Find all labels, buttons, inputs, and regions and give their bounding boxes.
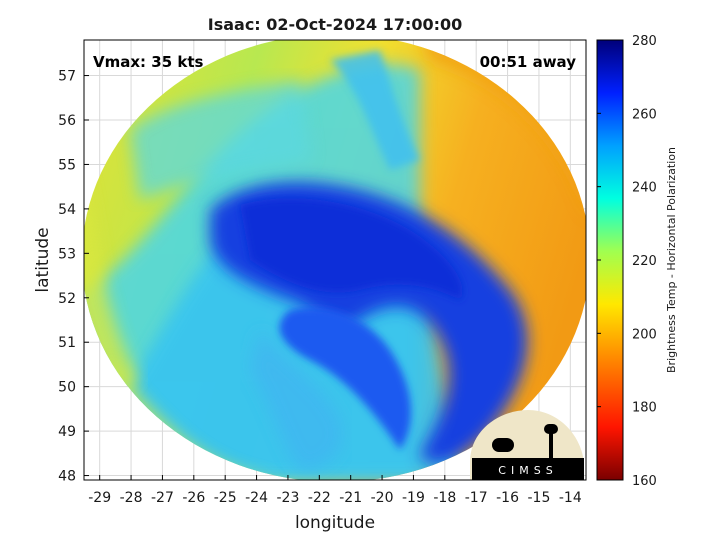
x-tick-label: -29 — [88, 490, 111, 506]
y-axis: 48 49 50 51 52 53 54 55 56 57 — [58, 69, 89, 485]
colorbar-tick-label: 240 — [632, 181, 657, 196]
y-tick-label: 52 — [58, 291, 76, 307]
y-tick-label: 55 — [58, 157, 76, 173]
y-tick-label: 50 — [58, 380, 76, 396]
cimss-logo: CIMSS — [470, 410, 584, 480]
x-tick-label: -19 — [402, 490, 425, 506]
x-tick-label: -27 — [151, 490, 174, 506]
plot-frame — [83, 39, 587, 481]
colorbar-tick-label: 220 — [632, 254, 657, 269]
colorbar-tick-label: 160 — [632, 474, 657, 489]
logo-text: CIMSS — [498, 464, 557, 477]
y-tick-label: 57 — [58, 69, 76, 85]
colorbar-tick-label: 180 — [632, 401, 657, 416]
colorbar-tick-label: 200 — [632, 327, 657, 342]
x-tick-label: -23 — [277, 490, 300, 506]
colorbar: 280 260 240 220 200 180 160 Brightness Temp - … — [596, 34, 678, 489]
colorbar-gradient — [596, 39, 624, 481]
y-tick-label: 54 — [58, 202, 76, 218]
x-axis-label: longitude — [295, 513, 375, 533]
water-tower-icon — [544, 424, 558, 434]
brightness-temp-swath — [84, 40, 586, 480]
x-tick-label: -28 — [120, 490, 143, 506]
x-tick-label: -14 — [559, 490, 582, 506]
x-tick-label: -18 — [433, 490, 456, 506]
colorbar-tick-label: 280 — [632, 34, 657, 49]
x-tick-label: -20 — [371, 490, 394, 506]
x-axis: -29 -28 -27 -26 -25 -24 -23 -22 -21 -20 -19 -18 -17-… — [88, 475, 582, 506]
y-tick-label: 56 — [58, 113, 76, 129]
y-tick-label: 51 — [58, 335, 76, 351]
x-tick-label: -15 — [528, 490, 551, 506]
y-axis-label: latitude — [33, 227, 53, 292]
time-away-label: 00:51 away — [480, 53, 577, 71]
y-tick-label: 49 — [58, 424, 76, 440]
chart-title: Isaac: 02-Oct-2024 17:00:00 — [208, 15, 463, 34]
satellite-dish-icon — [492, 438, 514, 452]
x-tick-label: -25 — [214, 490, 237, 506]
colorbar-tick-label: 260 — [632, 107, 657, 122]
y-tick-label: 48 — [58, 469, 76, 485]
x-tick-label: -17 — [465, 490, 488, 506]
vmax-label: Vmax: 35 kts — [93, 53, 203, 71]
y-tick-label: 53 — [58, 246, 76, 262]
colorbar-ticks: 280 260 240 220 200 180 160 — [597, 34, 657, 489]
x-tick-label: -26 — [182, 490, 205, 506]
x-tick-label: -16 — [496, 490, 519, 506]
colorbar-label: Brightness Temp - Horizontal Polarizatio… — [665, 147, 678, 373]
x-tick-label: -21 — [339, 490, 362, 506]
x-tick-label: -22 — [308, 490, 331, 506]
x-tick-label: -24 — [245, 490, 268, 506]
